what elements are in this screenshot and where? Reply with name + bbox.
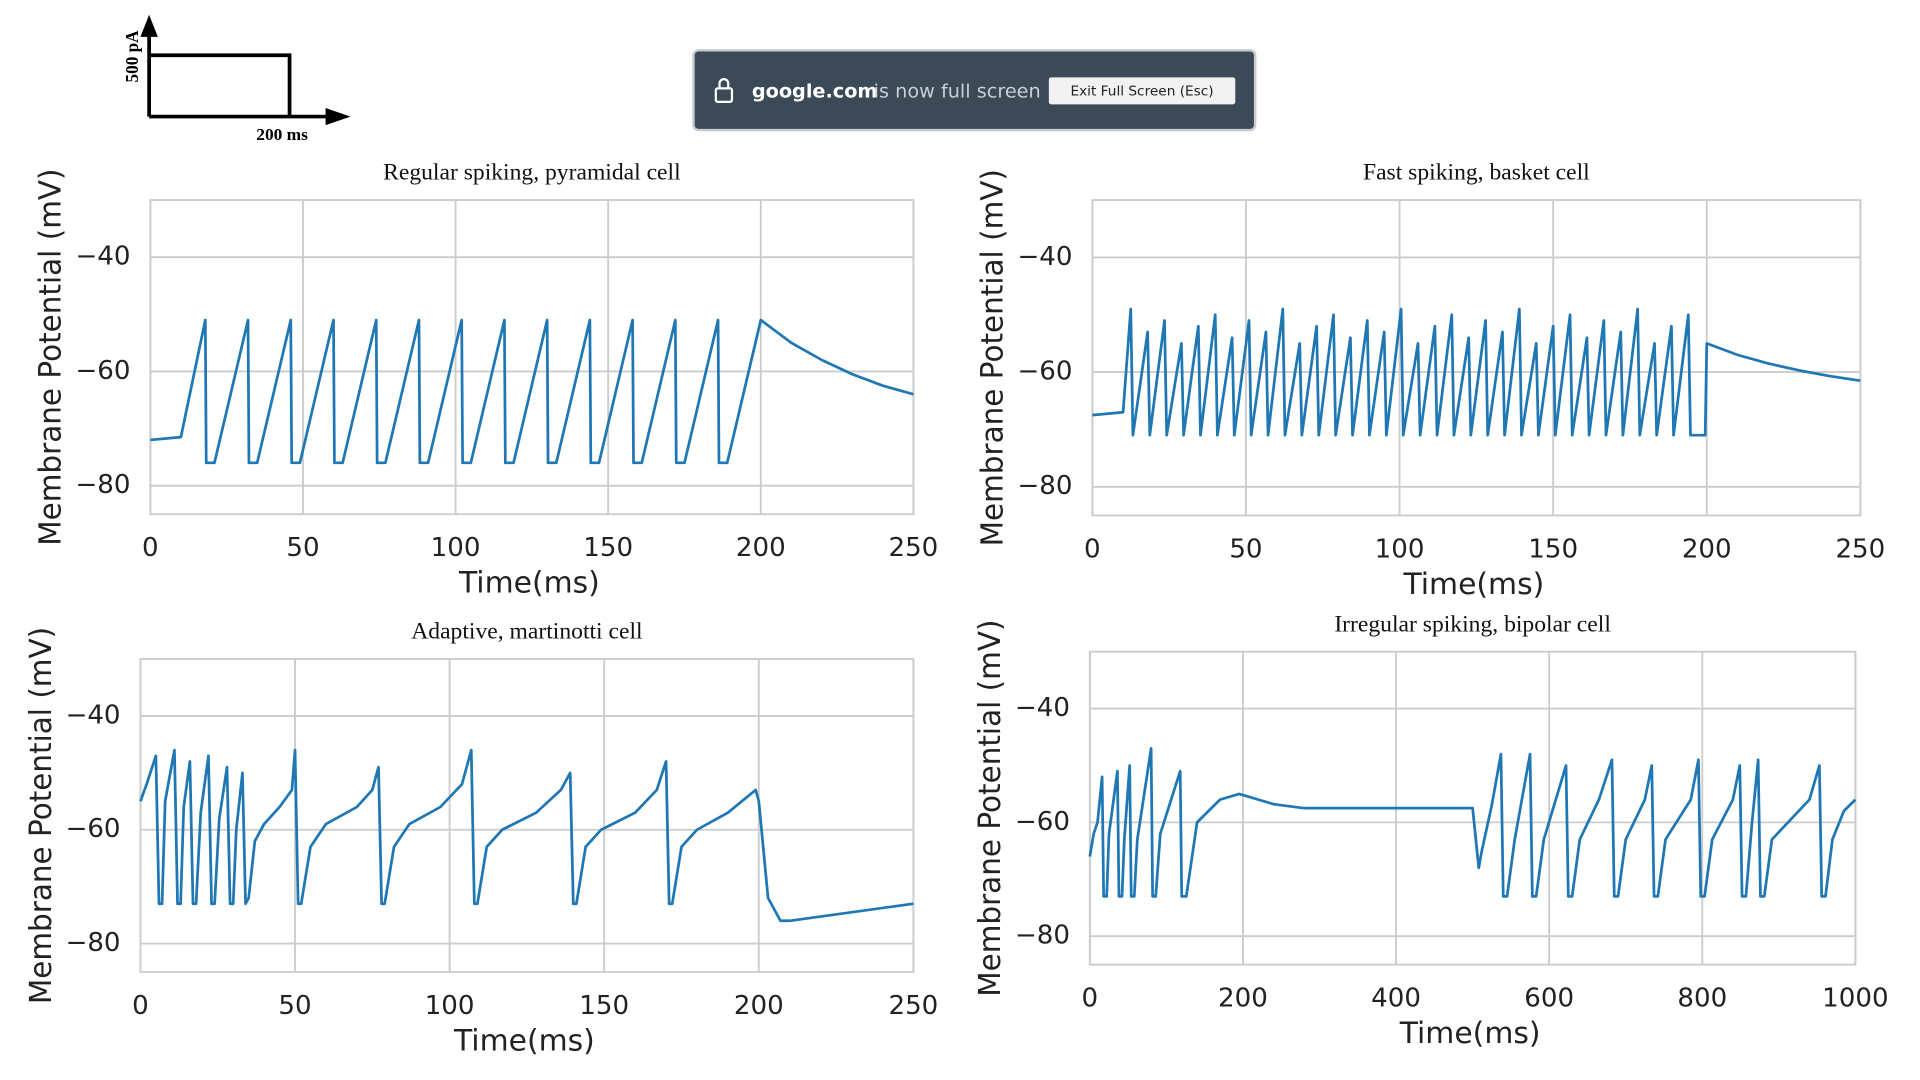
plot-frame (1091, 199, 1862, 517)
x-axis-label: Time(ms) (453, 1023, 595, 1058)
chart-title: Regular spiking, pyramidal cell (383, 160, 681, 186)
chart-title: Adaptive, martinotti cell (411, 619, 643, 645)
x-tick-label: 250 (1835, 534, 1885, 564)
x-tick-label: 50 (278, 991, 311, 1021)
x-tick-label: 200 (734, 991, 784, 1021)
x-tick-label: 600 (1524, 984, 1574, 1014)
x-tick-label: 0 (1084, 534, 1101, 564)
y-tick-label: −40 (1015, 693, 1070, 723)
lock-icon (714, 87, 734, 103)
y-tick-label: −60 (65, 814, 120, 844)
exit-button[interactable] (1048, 77, 1236, 105)
y-tick-label: −80 (75, 470, 130, 500)
y-tick-label: −80 (1015, 921, 1070, 951)
x-tick-label: 150 (1528, 534, 1578, 564)
y-tick-label: −80 (1017, 471, 1072, 501)
exit-button-label[interactable]: Exit Full Screen (Esc) (1070, 83, 1213, 99)
x-axis-label: Time(ms) (1399, 1015, 1541, 1050)
x-tick-label: 150 (583, 533, 633, 563)
y-axis-label: Membrane Potential (mV) (33, 168, 68, 545)
stimulus-diagram: 500 pA 200 ms (123, 14, 351, 144)
plot-frame (139, 658, 915, 973)
lock-shackle (718, 78, 730, 89)
chart: 0 50 100 150 200 250 −40 −60 −80 Adaptive, martin… (23, 619, 939, 1058)
x-tick-label: 50 (1229, 534, 1262, 564)
x-tick-label: 150 (579, 991, 629, 1021)
chart: 0 50 100 150 200 250 −40 −60 −80 Fast spiking, ba… (975, 160, 1886, 601)
arrow-head (140, 14, 158, 37)
x-tick-label: 200 (1218, 984, 1268, 1014)
x-axis-label: Time(ms) (1402, 566, 1544, 601)
banner-background (692, 49, 1257, 132)
x-tick-label: 250 (889, 991, 939, 1021)
x-tick-label: 100 (431, 533, 481, 563)
stimulus-pulse (149, 53, 292, 117)
current-label: 500 pA (123, 30, 142, 83)
data-line (1088, 747, 1857, 898)
chart-title: Irregular spiking, bipolar cell (1334, 611, 1611, 637)
y-axis-label: Membrane Potential (mV) (975, 169, 1010, 546)
banner-message: is now full screen (874, 80, 1041, 103)
x-tick-label: 0 (132, 991, 149, 1021)
x-tick-label: 100 (425, 991, 475, 1021)
x-tick-label: 100 (1375, 534, 1425, 564)
data-line (1092, 307, 1861, 437)
chart-title: Fast spiking, basket cell (1363, 160, 1590, 186)
chart: 0 50 100 150 200 250 −40 −60 −80 Regular spiking,… (33, 160, 939, 600)
chart: 0 200 400 600 800 1000 −40 −60 −80 Irregular spik… (972, 611, 1889, 1050)
x-tick-label: 1000 (1822, 984, 1888, 1014)
duration-label: 200 ms (256, 125, 308, 144)
x-tick-label: 200 (736, 533, 786, 563)
banner-domain: google.com (752, 80, 878, 103)
x-tick-label: 0 (1082, 984, 1099, 1014)
arrow-head (325, 108, 351, 126)
plot-frame (149, 199, 915, 516)
x-tick-label: 50 (286, 533, 319, 563)
x-tick-label: 250 (889, 533, 939, 563)
x-tick-label: 200 (1682, 534, 1732, 564)
x-tick-label: 400 (1371, 984, 1421, 1014)
fullscreen-banner: google.com is now full screen Exit Full … (692, 49, 1257, 132)
x-tick-label: 800 (1677, 984, 1727, 1014)
y-tick-label: −60 (1017, 357, 1072, 387)
y-tick-label: −60 (1015, 807, 1070, 837)
y-tick-label: −40 (1017, 242, 1072, 272)
y-axis-label: Membrane Potential (mV) (23, 627, 58, 1004)
y-tick-label: −40 (65, 701, 120, 731)
y-tick-label: −60 (75, 356, 130, 386)
x-axis-label: Time(ms) (458, 565, 600, 600)
data-line (150, 318, 914, 465)
y-axis-label: Membrane Potential (mV) (972, 620, 1007, 997)
data-line (139, 748, 914, 923)
y-tick-label: −80 (65, 928, 120, 958)
x-tick-label: 0 (142, 533, 159, 563)
y-tick-label: −40 (75, 242, 130, 272)
